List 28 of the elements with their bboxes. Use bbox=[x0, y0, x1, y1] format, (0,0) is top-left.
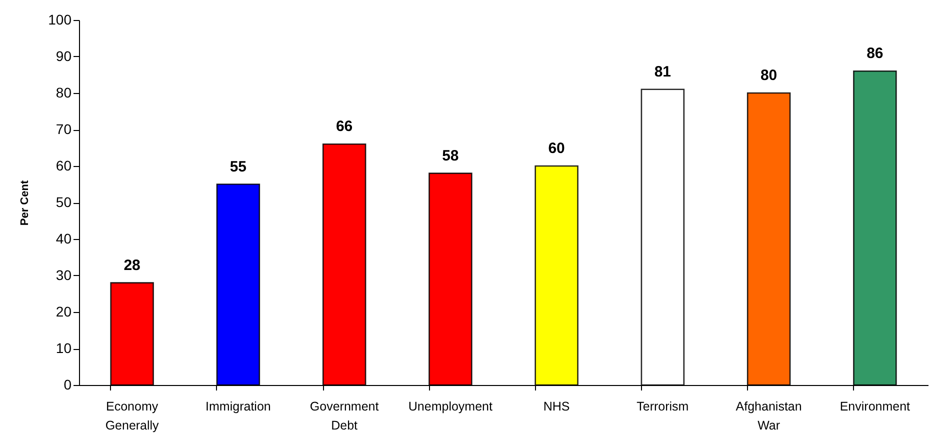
x-tick-label: Terrorism bbox=[636, 400, 689, 414]
y-tick-label: 40 bbox=[56, 230, 72, 246]
data-label: 28 bbox=[124, 256, 140, 274]
y-tick-label: 70 bbox=[56, 121, 72, 137]
y-tick-label: 50 bbox=[56, 194, 72, 210]
data-label: 60 bbox=[548, 140, 565, 157]
x-tick-label: Immigration bbox=[206, 400, 271, 414]
y-tick-label: 20 bbox=[56, 304, 72, 320]
y-tick-label: 10 bbox=[56, 340, 72, 356]
x-tick-label: Unemployment bbox=[408, 400, 493, 414]
y-tick-label: 0 bbox=[64, 376, 72, 392]
data-label: 66 bbox=[336, 118, 353, 136]
data-label: 81 bbox=[654, 63, 672, 80]
x-tick-label: Environment bbox=[840, 400, 911, 414]
data-label: 58 bbox=[442, 147, 459, 164]
data-label: 55 bbox=[230, 158, 247, 176]
y-tick-label: 30 bbox=[56, 267, 72, 283]
data-label: 80 bbox=[760, 67, 778, 84]
x-tick-label: Government Debt bbox=[310, 400, 380, 432]
y-axis-title: Per Cent bbox=[19, 180, 32, 226]
data-label: 86 bbox=[866, 45, 884, 62]
y-tick-label: 100 bbox=[48, 12, 72, 28]
x-tick-label: Afghanistan War bbox=[736, 400, 802, 432]
x-tick-label: Economy Generally bbox=[105, 400, 160, 432]
x-tick-label: NHS bbox=[543, 400, 570, 414]
y-tick-label: 60 bbox=[56, 158, 72, 174]
y-tick-label: 90 bbox=[56, 48, 72, 64]
y-tick-label: 80 bbox=[56, 84, 72, 100]
